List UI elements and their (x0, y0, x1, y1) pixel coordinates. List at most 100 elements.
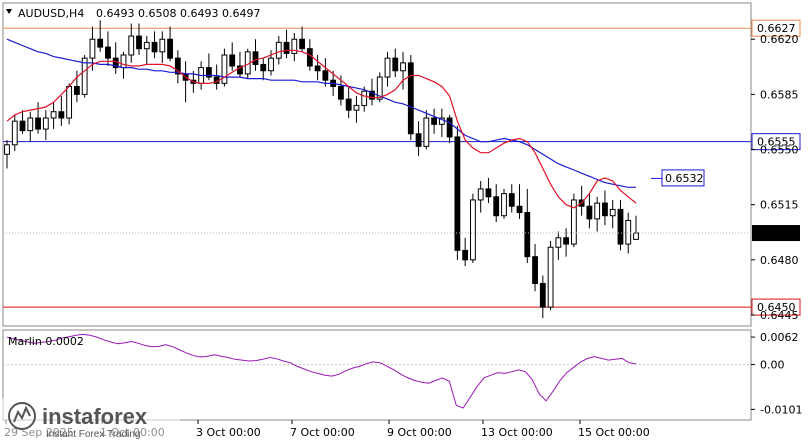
candle (299, 26, 305, 52)
oscillator-tick-label: 0.0062 (760, 331, 799, 344)
candle (431, 108, 438, 134)
candle-body (27, 117, 34, 132)
candle-body (602, 202, 608, 217)
watermark: instaforex Instant Forex Trading (0, 398, 180, 443)
candle (136, 23, 142, 55)
candle-body (97, 38, 104, 48)
candle (361, 86, 368, 112)
candle (462, 237, 469, 267)
time-tick-label: 7 Oct 00:00 (290, 426, 355, 439)
candle (314, 54, 321, 81)
candle-body (19, 120, 26, 132)
price-pane (2, 2, 752, 327)
candle-body (136, 35, 142, 50)
candle (485, 177, 492, 204)
candle-body (423, 117, 430, 147)
candle-body (570, 199, 577, 245)
candle-body (345, 98, 352, 111)
candle (229, 42, 236, 71)
chart-symbol: AUDUSD,H4 (18, 7, 84, 20)
candle (609, 199, 616, 229)
candle-body (609, 208, 616, 217)
candle (291, 32, 298, 62)
candle (400, 51, 406, 90)
candle-body (446, 117, 453, 138)
time-tick-label: 13 Oct 00:00 (481, 426, 553, 439)
level-tag-label: 0.6555 (757, 136, 796, 149)
candle-body (384, 57, 391, 78)
candle-body (73, 86, 80, 95)
watermark-tagline: Instant Forex Trading (46, 429, 141, 440)
candle-body (625, 219, 632, 245)
ma-fast-line (6, 49, 637, 209)
candle (66, 83, 73, 125)
candle (477, 181, 484, 213)
candle-body (376, 76, 383, 100)
candle (322, 58, 329, 87)
candle-body (470, 199, 476, 261)
candle-body (586, 205, 593, 220)
candle (283, 29, 290, 59)
oscillator-panel: 0.0062 0.00 -0.0101 (2, 329, 802, 421)
candle (547, 240, 554, 311)
candle (524, 188, 531, 263)
candle (81, 54, 88, 98)
candle-body (143, 41, 150, 50)
candle-body (485, 188, 492, 198)
candle (423, 110, 430, 150)
candle-body (539, 282, 546, 308)
candle-body (291, 38, 298, 54)
candle-body (11, 120, 18, 146)
candle-body (120, 54, 127, 69)
moving-averages (6, 38, 637, 209)
candlesticks (4, 20, 639, 319)
candle (345, 86, 352, 119)
candle-body (128, 35, 135, 56)
candle (237, 51, 243, 78)
current-price-box (752, 225, 800, 242)
price-axis: 0.66200.65850.65500.65150.64800.64450.64… (3, 33, 800, 322)
main-chart-frame (2, 2, 752, 327)
candle-body (532, 256, 538, 284)
candle (501, 188, 507, 219)
candle (415, 121, 422, 156)
candle (516, 184, 523, 219)
candle-body (392, 57, 399, 72)
candle (151, 31, 158, 59)
candle-body (400, 62, 406, 72)
candle (58, 95, 65, 126)
candle (50, 102, 57, 130)
price-tick-label: 0.6550 (760, 144, 799, 157)
candle-body (594, 202, 601, 220)
dropdown-triangle-icon[interactable] (6, 9, 12, 14)
oscillator-title: Marlin 0.0002 (8, 335, 84, 348)
candle-body (555, 237, 562, 248)
candle-body (260, 63, 267, 72)
time-tick-label: 3 Oct 00:00 (196, 426, 261, 439)
horizontal-levels: 0.6627 0.6555 0.6532 0.6450 (3, 19, 801, 316)
candle-body (268, 57, 274, 72)
level-tag-box (751, 19, 801, 37)
candle-body (4, 144, 10, 155)
candle-body (431, 117, 438, 125)
level-callout-label: 0.6532 (665, 172, 704, 185)
candle (159, 31, 166, 63)
price-tick-label: 0.6480 (760, 254, 799, 267)
candle-body (58, 111, 65, 119)
candle-body (633, 232, 639, 240)
candle (42, 110, 49, 141)
candle (353, 95, 360, 123)
candle-body (508, 193, 515, 207)
candle (493, 184, 500, 223)
oscillator-line (6, 333, 637, 409)
candle (384, 51, 391, 87)
candle (19, 110, 26, 134)
candle (221, 48, 228, 87)
candle-body (516, 205, 523, 214)
level-tag-box (751, 298, 801, 316)
candle (508, 184, 515, 213)
candle-body (477, 188, 484, 201)
candle-body (237, 65, 243, 75)
candle-body (493, 196, 500, 217)
